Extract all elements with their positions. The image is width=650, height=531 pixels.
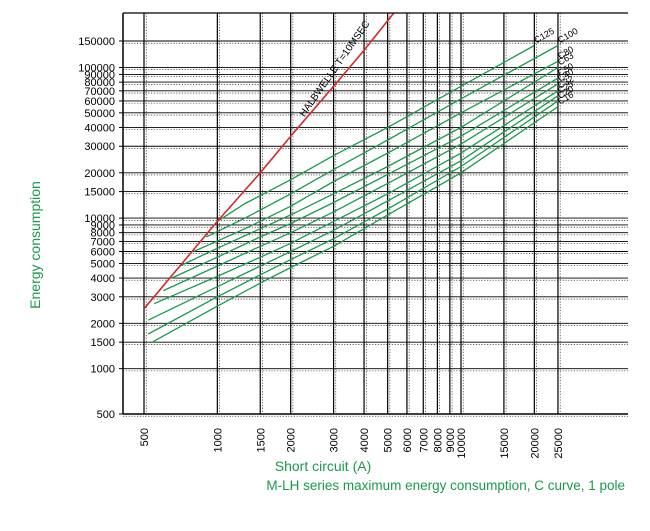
y-tick-label: 80000 — [84, 77, 115, 89]
x-tick-label: 2000 — [286, 428, 298, 452]
grid — [119, 13, 628, 417]
series-c125 — [216, 44, 535, 222]
series-label-c100: C100 — [556, 26, 580, 45]
series-c100 — [205, 44, 559, 238]
x-tick-label: 25000 — [553, 428, 565, 459]
y-tick-label: 500 — [97, 409, 115, 421]
plot-frame — [122, 12, 628, 415]
y-tick-label: 50000 — [84, 108, 115, 120]
x-axis-label: Short circuit (A) — [275, 458, 371, 474]
chart-title: M-LH series maximum energy consumption, … — [266, 478, 625, 493]
series-c40 — [163, 83, 559, 292]
y-tick-label: 5000 — [91, 258, 115, 270]
x-tick-label: 5000 — [383, 428, 395, 452]
x-tick-label: 7000 — [418, 428, 430, 452]
series-c25 — [147, 95, 559, 321]
series-label-c125: C125 — [532, 26, 556, 45]
series-c32 — [153, 90, 559, 305]
x-tick-label: 15000 — [499, 428, 511, 459]
y-tick-label: 70000 — [84, 86, 115, 98]
x-tick-label: 1000 — [212, 428, 224, 452]
y-tick-label: 2000 — [91, 318, 115, 330]
y-tick-label: 40000 — [84, 122, 115, 134]
x-tick-label: 9000 — [445, 428, 457, 452]
series-c80 — [193, 60, 559, 253]
halbwelle-line — [143, 12, 395, 310]
x-tick-label: 1500 — [255, 428, 267, 452]
series-c20 — [147, 100, 559, 335]
y-tick-label: 1000 — [91, 364, 115, 376]
x-tick-label: 20000 — [529, 428, 541, 459]
y-tick-label: 7000 — [91, 236, 115, 248]
y-tick-label: 6000 — [91, 246, 115, 258]
y-tick-label: 10000 — [84, 213, 115, 225]
y-tick-label: 60000 — [84, 96, 115, 108]
x-tick-label: 500 — [139, 428, 151, 446]
y-tick-label: 8000 — [91, 228, 115, 240]
y-tick-label: 4000 — [91, 273, 115, 285]
x-tick-label: 10000 — [456, 428, 468, 459]
x-tick-label: 8000 — [432, 428, 444, 452]
y-tick-label: 15000 — [84, 187, 115, 199]
y-tick-label: 1500 — [91, 337, 115, 349]
x-tick-label: 4000 — [359, 428, 371, 452]
x-tick-labels: 500 1000 1500 2000 3000 4000 5000 6000 7000 8000 9… — [139, 428, 565, 459]
y-tick-label: 100000 — [78, 63, 115, 75]
series-curves: C125 C100C80C63C50C40C32C25C20C16HALBWELL… — [143, 12, 580, 343]
x-tick-label: 6000 — [402, 428, 414, 452]
x-tick-label: 3000 — [329, 428, 341, 452]
y-axis-label: Energy consumption — [27, 181, 43, 309]
series-c50 — [171, 77, 559, 279]
y-tick-label: 30000 — [84, 141, 115, 153]
y-tick-label: 20000 — [84, 168, 115, 180]
y-tick-label: 150000 — [78, 36, 115, 48]
series-c16 — [151, 106, 559, 343]
y-tick-labels: 5001000150020003000400050006000700080009… — [78, 36, 115, 421]
y-tick-label: 9000 — [91, 220, 115, 232]
series-c63 — [179, 66, 559, 267]
y-tick-label: 3000 — [91, 292, 115, 304]
halbwelle-label: HALBWELLE T=10MSEC — [298, 19, 373, 119]
y-tick-label: 90000 — [84, 69, 115, 81]
